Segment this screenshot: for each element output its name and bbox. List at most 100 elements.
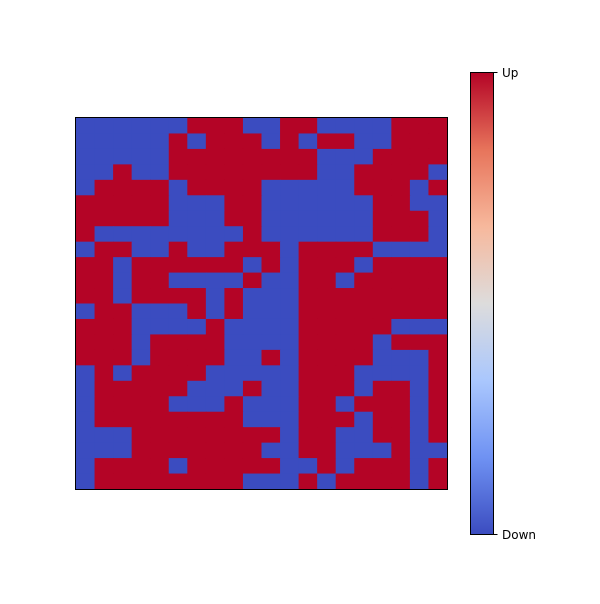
heatmap-cell: [187, 349, 207, 366]
heatmap-cell: [224, 226, 244, 243]
heatmap-cell: [131, 303, 151, 320]
heatmap-cell: [76, 241, 96, 258]
heatmap-cell: [391, 396, 411, 413]
heatmap-cell: [224, 349, 244, 366]
heatmap-cell: [94, 396, 114, 413]
heatmap-cell: [372, 458, 392, 475]
heatmap-cell: [168, 164, 188, 181]
heatmap-cell: [261, 458, 281, 475]
heatmap-cell: [168, 272, 188, 289]
heatmap-cell: [187, 411, 207, 428]
heatmap-cell: [354, 195, 374, 212]
heatmap-cell: [280, 380, 300, 397]
heatmap-cell: [428, 380, 448, 397]
heatmap-cell: [372, 118, 392, 135]
heatmap-cell: [131, 427, 151, 444]
heatmap-cell: [280, 473, 300, 490]
heatmap-cell: [409, 411, 430, 428]
heatmap-cell: [317, 365, 337, 382]
heatmap-cell: [131, 241, 151, 258]
heatmap-cell: [168, 226, 188, 243]
heatmap-cell: [187, 303, 207, 320]
heatmap-cell: [94, 318, 114, 336]
heatmap-cell: [242, 458, 263, 475]
heatmap-cell: [391, 458, 411, 475]
heatmap-cell: [76, 303, 96, 320]
heatmap-cell: [150, 210, 170, 227]
heatmap-cell: [354, 257, 374, 274]
heatmap-cell: [187, 427, 207, 444]
heatmap-cell: [391, 473, 411, 490]
heatmap-cell: [94, 349, 114, 366]
heatmap-cell: [168, 195, 188, 212]
heatmap-cell: [335, 241, 355, 258]
heatmap-cell: [354, 334, 374, 351]
heatmap-cell: [94, 288, 114, 305]
heatmap-cell: [131, 349, 151, 366]
heatmap-cell: [372, 257, 392, 274]
heatmap-cell: [372, 334, 392, 351]
heatmap-cell: [298, 210, 318, 227]
heatmap-cell: [354, 179, 374, 196]
heatmap-cell: [205, 411, 225, 428]
heatmap-cell: [187, 458, 207, 475]
heatmap-cell: [335, 411, 355, 428]
heatmap-cell: [113, 288, 133, 305]
heatmap-cell: [205, 288, 225, 305]
heatmap-cell: [113, 473, 133, 490]
heatmap-cell: [113, 133, 133, 150]
heatmap-cell: [391, 411, 411, 428]
heatmap-cell: [261, 118, 281, 135]
heatmap-cell: [335, 118, 355, 135]
heatmap-cell: [391, 179, 411, 196]
heatmap-cell: [131, 148, 151, 165]
heatmap-cell: [168, 179, 188, 196]
heatmap-cell: [187, 257, 207, 274]
heatmap-cell: [150, 303, 170, 320]
heatmap-cell: [205, 380, 225, 397]
heatmap-cell: [391, 442, 411, 459]
heatmap-cell: [150, 365, 170, 382]
heatmap-cell: [409, 164, 430, 181]
heatmap-cell: [168, 241, 188, 258]
heatmap-cell: [242, 210, 263, 227]
heatmap-cells: [76, 118, 448, 490]
heatmap-cell: [261, 303, 281, 320]
heatmap-cell: [94, 365, 114, 382]
heatmap-cell: [428, 427, 448, 444]
heatmap-cell: [354, 164, 374, 181]
heatmap-cell: [280, 118, 300, 135]
heatmap-cell: [205, 334, 225, 351]
heatmap-cell: [298, 118, 318, 135]
heatmap-cell: [242, 318, 263, 336]
heatmap-cell: [428, 411, 448, 428]
heatmap-cell: [187, 365, 207, 382]
heatmap-cell: [409, 272, 430, 289]
heatmap-cell: [242, 226, 263, 243]
heatmap-cell: [261, 133, 281, 150]
heatmap-cell: [428, 349, 448, 366]
heatmap-cell: [205, 133, 225, 150]
heatmap-cell: [113, 241, 133, 258]
heatmap-cell: [113, 118, 133, 135]
heatmap-cell: [224, 164, 244, 181]
heatmap-cell: [76, 318, 96, 336]
heatmap-cell: [113, 179, 133, 196]
heatmap-cell: [391, 210, 411, 227]
heatmap-cell: [150, 396, 170, 413]
heatmap-cell: [113, 349, 133, 366]
heatmap-cell: [242, 195, 263, 212]
heatmap-cell: [428, 148, 448, 165]
heatmap-cell: [335, 318, 355, 336]
heatmap-cell: [317, 349, 337, 366]
heatmap-cell: [150, 411, 170, 428]
heatmap-cell: [409, 396, 430, 413]
heatmap-cell: [168, 118, 188, 135]
heatmap-cell: [76, 257, 96, 274]
heatmap-cell: [224, 442, 244, 459]
heatmap-cell: [187, 473, 207, 490]
heatmap-cell: [242, 334, 263, 351]
heatmap-cell: [94, 303, 114, 320]
heatmap-cell: [335, 334, 355, 351]
